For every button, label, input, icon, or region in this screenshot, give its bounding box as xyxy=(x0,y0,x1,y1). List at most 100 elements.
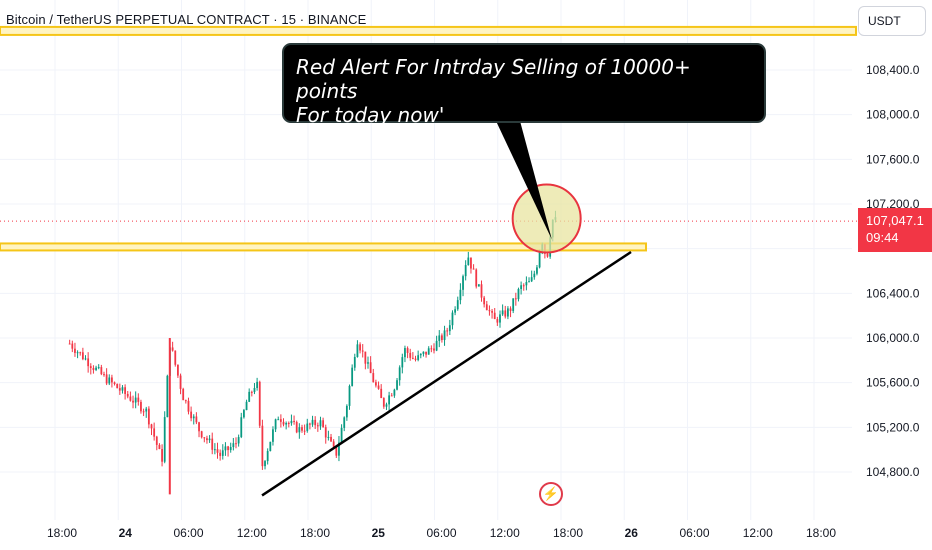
candle-36 xyxy=(163,411,166,464)
candle-167 xyxy=(509,306,512,318)
candle-124 xyxy=(396,378,398,391)
candle-72 xyxy=(258,380,261,429)
candle-175 xyxy=(530,270,533,283)
candle-24 xyxy=(132,395,134,409)
candle-50 xyxy=(200,430,203,439)
candle-163 xyxy=(499,310,501,328)
candle-93 xyxy=(314,416,317,429)
candle-142 xyxy=(443,325,446,346)
candle-143 xyxy=(446,327,449,337)
candle-166 xyxy=(507,306,509,320)
candle-119 xyxy=(382,397,385,409)
candle-156 xyxy=(480,280,483,302)
candle-16 xyxy=(111,374,113,388)
candle-103 xyxy=(340,424,343,443)
candle-137 xyxy=(430,345,433,353)
candle-172 xyxy=(522,283,525,291)
candle-177 xyxy=(536,264,538,276)
candle-3 xyxy=(76,350,79,359)
y-tick-label: 107,600.0 xyxy=(866,152,920,166)
callout-line-1: Red Alert For Intrday Selling of 10000+ … xyxy=(296,55,691,103)
candle-4 xyxy=(79,351,82,356)
candle-129 xyxy=(409,348,412,361)
candle-92 xyxy=(311,415,314,427)
bar-countdown: 09:44 xyxy=(866,230,899,245)
candle-106 xyxy=(348,384,351,410)
x-tick-label: 12:00 xyxy=(237,526,267,540)
candle-35 xyxy=(161,444,163,467)
highlight-circle[interactable] xyxy=(511,183,582,254)
candle-19 xyxy=(118,383,121,395)
candle-174 xyxy=(528,277,530,283)
candle-111 xyxy=(361,344,364,358)
candle-33 xyxy=(155,435,158,451)
candle-171 xyxy=(520,281,523,295)
candle-148 xyxy=(459,283,462,305)
candle-146 xyxy=(454,306,457,316)
candle-49 xyxy=(198,421,200,438)
candle-114 xyxy=(369,356,372,374)
candle-155 xyxy=(477,284,480,287)
candle-37 xyxy=(166,374,169,418)
price-axis: 104,800.0 105,200.0 105,600.0 106,000.0 106,… xyxy=(866,63,920,479)
candle-55 xyxy=(213,443,216,455)
candle-60 xyxy=(227,445,229,457)
candle-44 xyxy=(184,399,187,404)
x-tick-label: 06:00 xyxy=(679,526,709,540)
candle-70 xyxy=(253,383,256,395)
candle-23 xyxy=(129,391,132,402)
candle-105 xyxy=(345,404,348,421)
candle-95 xyxy=(319,416,322,430)
candle-131 xyxy=(414,355,417,362)
candle-1 xyxy=(71,340,74,353)
candle-97 xyxy=(324,424,327,444)
y-tick-label: 106,400.0 xyxy=(866,286,920,300)
candle-81 xyxy=(282,418,285,427)
candle-58 xyxy=(221,444,224,460)
symbol-title: Bitcoin / TetherUS PERPETUAL CONTRACT · … xyxy=(6,12,367,27)
candle-164 xyxy=(501,304,504,316)
candle-153 xyxy=(472,264,475,270)
candle-123 xyxy=(393,388,396,398)
x-tick-label: 18:00 xyxy=(47,526,77,540)
candle-98 xyxy=(327,430,330,441)
candle-71 xyxy=(256,377,259,391)
x-tick-label: 25 xyxy=(372,526,386,540)
candle-40 xyxy=(174,350,177,367)
candle-110 xyxy=(359,342,361,354)
x-tick-label: 18:00 xyxy=(300,526,330,540)
candle-127 xyxy=(404,345,406,363)
x-tick-label: 06:00 xyxy=(426,526,456,540)
currency-button[interactable]: USDT xyxy=(858,6,926,36)
candle-147 xyxy=(456,296,459,311)
candle-80 xyxy=(279,414,282,428)
candle-73 xyxy=(261,419,264,470)
candle-159 xyxy=(488,305,491,316)
flash-icon[interactable]: ⚡ xyxy=(539,482,563,506)
candle-34 xyxy=(158,443,161,450)
top-resistance-band xyxy=(0,25,857,36)
candle-157 xyxy=(483,295,486,308)
candle-63 xyxy=(235,437,237,449)
candle-112 xyxy=(364,351,367,370)
ascending-trendline[interactable] xyxy=(261,250,632,497)
candle-78 xyxy=(274,418,277,433)
candle-17 xyxy=(113,381,116,386)
candle-89 xyxy=(303,424,306,436)
candle-132 xyxy=(417,350,420,362)
candle-77 xyxy=(272,426,274,446)
candle-90 xyxy=(306,418,309,433)
candle-61 xyxy=(229,442,232,453)
candle-122 xyxy=(390,393,393,397)
candle-52 xyxy=(206,435,208,444)
candle-138 xyxy=(433,343,435,354)
candle-150 xyxy=(464,260,467,281)
candle-108 xyxy=(353,353,356,371)
y-tick-label: 105,200.0 xyxy=(866,420,920,434)
candle-10 xyxy=(95,365,97,372)
candle-31 xyxy=(150,423,153,436)
candle-69 xyxy=(250,390,253,397)
alert-callout[interactable]: Red Alert For Intrday Selling of 10000+ … xyxy=(282,43,766,127)
candle-102 xyxy=(338,436,340,462)
